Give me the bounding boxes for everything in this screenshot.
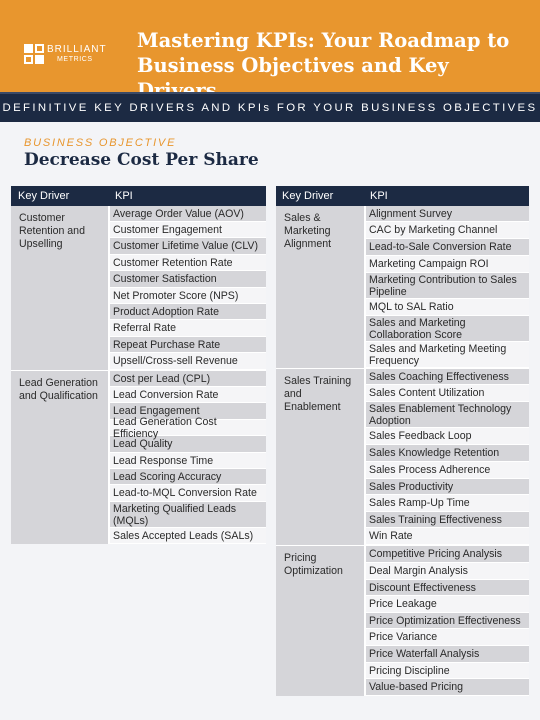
brand-logo: BRILLIANT METRICS <box>24 44 107 64</box>
kpi-cell: Customer Engagement <box>108 222 266 238</box>
kpi-cell: Price Optimization Effectiveness <box>364 613 529 629</box>
kpi-cell: Customer Satisfaction <box>108 271 266 288</box>
kpi-cell: Marketing Qualified Leads (MQLs) <box>108 502 266 528</box>
logo-line2: METRICS <box>57 55 93 63</box>
kpi-cell: Deal Margin Analysis <box>364 563 529 580</box>
kpi-cell: Value-based Pricing <box>364 679 529 696</box>
kpi-cell: Sales Ramp-Up Time <box>364 495 529 512</box>
kpi-cell: Marketing Contribution to Sales Pipeline <box>364 273 529 299</box>
kpi-cell: Lead-to-Sale Conversion Rate <box>364 239 529 256</box>
left-col-driver: Key Driver <box>18 190 70 202</box>
kpi-cell: Sales Enablement Technology Adoption <box>364 402 529 428</box>
kpi-cell: Sales and Marketing Collaboration Score <box>364 316 529 342</box>
kpi-cell: CAC by Marketing Channel <box>364 222 529 239</box>
header-banner: BRILLIANT METRICS Mastering KPIs: Your R… <box>0 0 540 102</box>
logo-mark-icon <box>24 44 44 64</box>
kpi-cell: Price Waterfall Analysis <box>364 646 529 663</box>
kpi-cell: Cost per Lead (CPL) <box>108 371 266 387</box>
kpi-cell: Win Rate <box>364 528 529 545</box>
left-group: Lead Generation and Qualification Cost pe… <box>11 370 266 544</box>
right-col-driver: Key Driver <box>282 190 334 202</box>
kpi-cell: Sales Feedback Loop <box>364 428 529 445</box>
subtitle-band: DEFINITIVE KEY DRIVERS AND KPIs FOR YOUR… <box>0 92 540 122</box>
key-driver-cell: Sales Training and Enablement <box>276 369 364 545</box>
left-table-header: Key Driver KPI <box>11 186 266 206</box>
kpi-cell: Customer Retention Rate <box>108 255 266 271</box>
kpi-cell: Average Order Value (AOV) <box>108 206 266 222</box>
kpi-cell: Pricing Discipline <box>364 663 529 679</box>
kpi-cell: Price Leakage <box>364 596 529 613</box>
kpi-cell: Lead Conversion Rate <box>108 387 266 403</box>
kpi-cell: Discount Effectiveness <box>364 580 529 596</box>
kpi-cell: Sales Content Utilization <box>364 385 529 402</box>
kpi-cell: Sales Training Effectiveness <box>364 512 529 528</box>
right-kpi-table: Key Driver KPI Sales & Marketing Alignme… <box>276 186 529 696</box>
kpi-cell: Sales Knowledge Retention <box>364 445 529 462</box>
key-driver-cell: Customer Retention and Upselling <box>11 206 108 370</box>
kpi-cell: Upsell/Cross-sell Revenue <box>108 353 266 370</box>
kpi-cell: Sales Process Adherence <box>364 462 529 479</box>
kpi-cell: Price Variance <box>364 629 529 646</box>
page-title-line1: Mastering KPIs: Your Roadmap to <box>137 29 510 52</box>
kpi-cell: Net Promoter Score (NPS) <box>108 288 266 304</box>
kpi-cell: Lead Quality <box>108 436 266 453</box>
left-group: Customer Retention and Upselling Average … <box>11 206 266 370</box>
key-driver-cell: Lead Generation and Qualification <box>11 371 108 544</box>
right-group: Sales Training and Enablement Sales Coach… <box>276 368 529 545</box>
kpi-cell: Lead Scoring Accuracy <box>108 469 266 485</box>
kpi-cell: Referral Rate <box>108 320 266 337</box>
kpi-cell: Lead Generation Cost Efficiency <box>108 416 266 440</box>
objective-title: Decrease Cost Per Share <box>24 150 259 170</box>
key-driver-cell: Pricing Optimization <box>276 546 364 696</box>
right-group: Pricing Optimization Competitive Pricing … <box>276 545 529 696</box>
objective-label: BUSINESS OBJECTIVE <box>24 137 177 149</box>
kpi-cell: Alignment Survey <box>364 206 529 222</box>
left-kpi-table: Key Driver KPI Customer Retention and Up… <box>11 186 266 544</box>
kpi-cell: Lead Engagement <box>108 403 266 420</box>
kpi-cell: MQL to SAL Ratio <box>364 299 529 316</box>
kpi-cell: Sales Coaching Effectiveness <box>364 369 529 385</box>
kpi-cell: Sales Productivity <box>364 479 529 495</box>
kpi-cell: Marketing Campaign ROI <box>364 256 529 273</box>
kpi-cell: Lead-to-MQL Conversion Rate <box>108 485 266 502</box>
logo-line1: BRILLIANT <box>47 44 107 56</box>
key-driver-cell: Sales & Marketing Alignment <box>276 206 364 368</box>
right-group: Sales & Marketing Alignment Alignment Sur… <box>276 206 529 368</box>
left-col-kpi: KPI <box>115 190 133 202</box>
kpi-cell: Customer Lifetime Value (CLV) <box>108 238 266 255</box>
kpi-cell: Repeat Purchase Rate <box>108 337 266 353</box>
kpi-cell: Sales and Marketing Meeting Frequency <box>364 342 529 368</box>
kpi-cell: Sales Accepted Leads (SALs) <box>108 528 266 544</box>
kpi-cell: Product Adoption Rate <box>108 304 266 320</box>
right-table-header: Key Driver KPI <box>276 186 529 206</box>
right-col-kpi: KPI <box>370 190 388 202</box>
kpi-cell: Competitive Pricing Analysis <box>364 546 529 563</box>
kpi-cell: Lead Response Time <box>108 453 266 469</box>
